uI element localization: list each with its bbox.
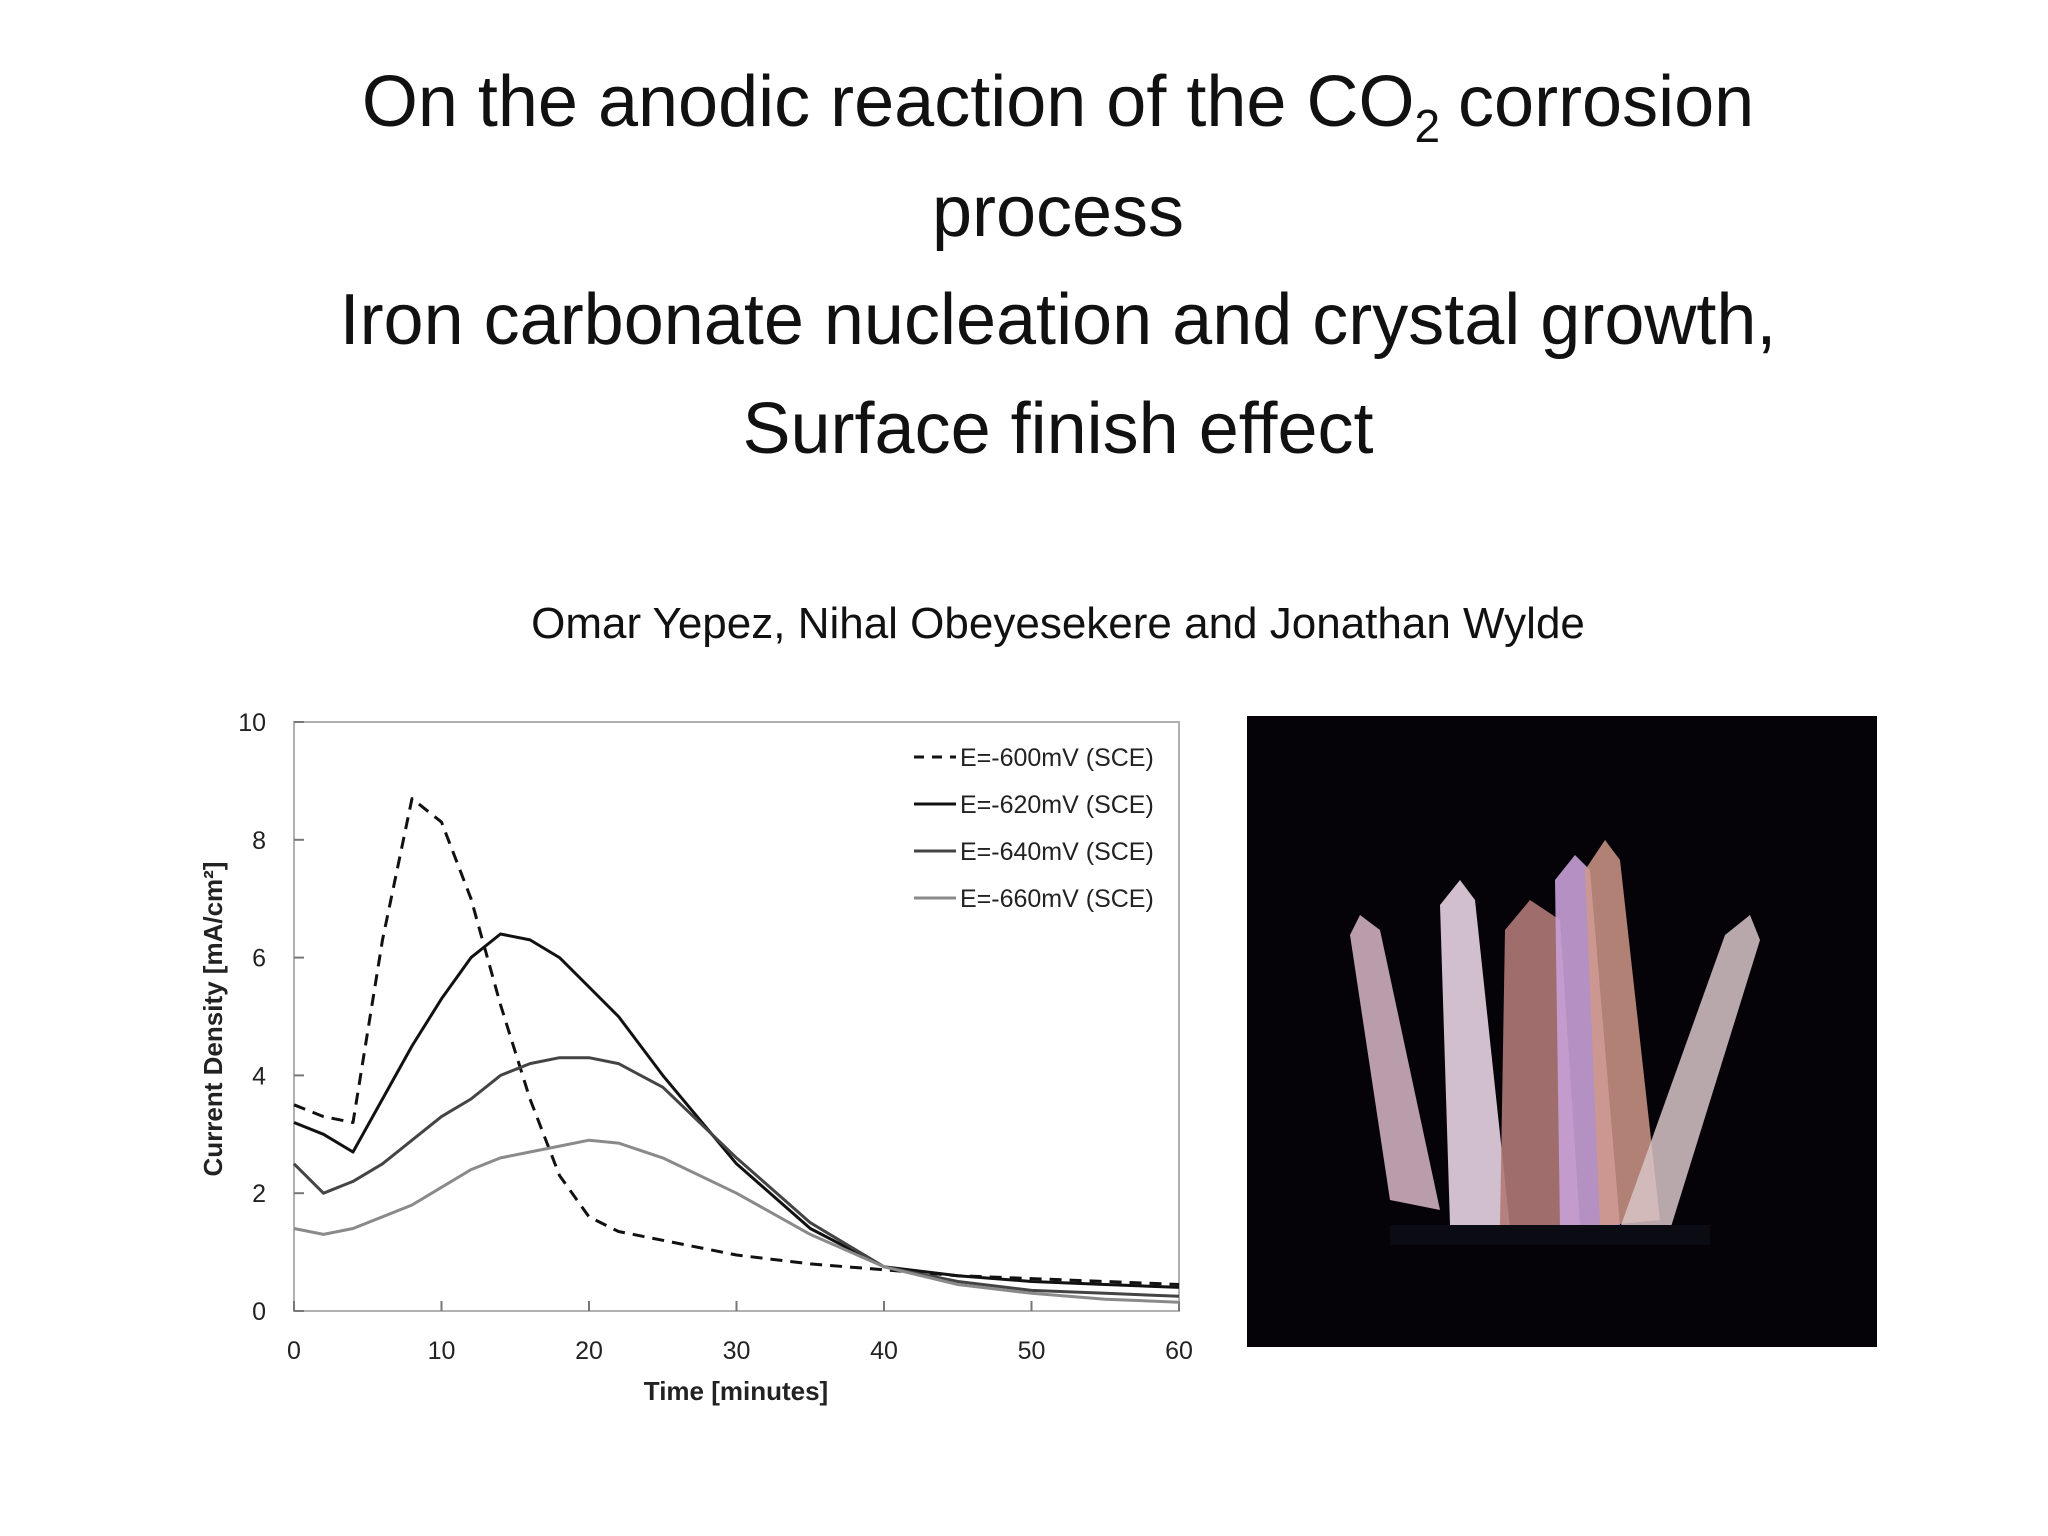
x-tick-label: 60 <box>1165 1337 1193 1365</box>
x-tick-label: 0 <box>287 1337 301 1365</box>
authors: Omar Yepez, Nihal Obeyesekere and Jonath… <box>531 599 1585 648</box>
title-text: On the anodic reaction of the CO <box>362 62 1415 142</box>
title-line: process <box>932 172 1184 252</box>
y-tick-label: 2 <box>252 1180 266 1208</box>
subtitle-line: Surface finish effect <box>742 389 1373 469</box>
y-tick-label: 8 <box>252 827 266 855</box>
x-tick-label: 10 <box>428 1337 456 1365</box>
base <box>1390 1225 1710 1245</box>
x-tick-label: 30 <box>723 1337 751 1365</box>
series-line <box>293 1138 1180 1304</box>
y-tick-label: 4 <box>252 1062 266 1090</box>
subtitle-line: Iron carbonate nucleation and crystal gr… <box>340 280 1777 360</box>
series-line <box>293 797 1180 1286</box>
series-line <box>292 1056 1180 1298</box>
y-tick-label: 6 <box>252 945 266 973</box>
chart: 0 10 20 30 40 50 60 0 2 4 6 8 10 Time [minutes] Curren… <box>198 709 1193 1406</box>
crystal <box>1350 915 1440 1210</box>
legend-label: E=-640mV (SCE) <box>960 838 1154 866</box>
crystal <box>1440 880 1510 1228</box>
series-line <box>293 932 1180 1289</box>
title-text: corrosion <box>1458 62 1754 142</box>
crystal <box>1620 915 1760 1230</box>
crystal-photo <box>1247 716 1877 1347</box>
y-tick-label: 0 <box>252 1298 266 1326</box>
title-line: On the anodic reaction of the CO2 corrosi… <box>362 62 1754 152</box>
legend-label: E=-620mV (SCE) <box>960 791 1154 819</box>
title-subscript: 2 <box>1414 100 1440 152</box>
x-axis-title: Time [minutes] <box>644 1376 828 1406</box>
y-tick-label: 10 <box>238 709 266 737</box>
crystal <box>1585 840 1660 1226</box>
x-tick-label: 50 <box>1018 1337 1046 1365</box>
legend-label: E=-660mV (SCE) <box>960 885 1154 913</box>
x-tick-label: 40 <box>870 1337 898 1365</box>
x-tick-label: 20 <box>575 1337 603 1365</box>
y-axis-title: Current Density [mA/cm²] <box>198 862 228 1177</box>
legend-label: E=-600mV (SCE) <box>960 744 1154 772</box>
